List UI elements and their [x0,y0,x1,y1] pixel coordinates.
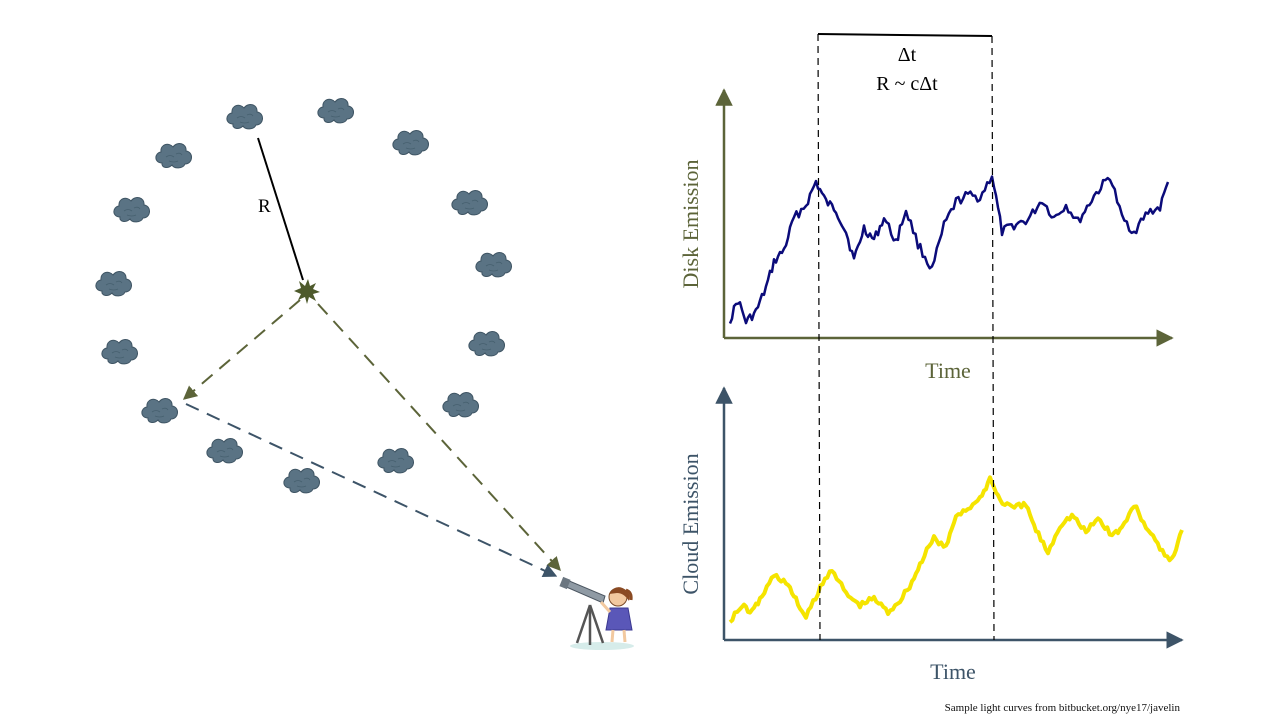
cloud-icon [451,190,489,216]
end-time-guide [991,35,995,641]
delta-t-label: Δt [898,44,917,66]
delta-t-bracket [817,33,993,37]
cloud-icon [155,143,193,169]
source-to-cloud-arrow [182,299,301,400]
cloud-icon [206,438,244,464]
cloud-icon [475,252,513,278]
central-source-icon [294,279,320,304]
disk-emission-curve [728,175,1170,325]
radius-label: R [258,196,271,217]
source-credit: Sample light curves from bitbucket.org/n… [944,702,1180,714]
cloud-icon [283,468,321,494]
relation-label: R ~ cΔt [876,73,938,95]
cloud-emission-curve [728,475,1184,624]
cloud-icon [377,448,415,474]
cloud-icon [226,104,264,130]
disk-ylabel: Disk Emission [678,160,703,289]
cloud-icon [141,398,179,424]
cloud-xlabel: Time [930,659,976,684]
cloud-icon [392,130,430,156]
disk-xlabel: Time [925,358,971,383]
cloud-emission-plot: Time Cloud Emission [678,386,1184,684]
cloud-icon [442,392,480,418]
cloud-icon [101,339,139,365]
radius-line [257,137,304,281]
observer-telescope-icon [559,576,634,650]
cloud-icon [468,331,506,357]
cloud-icon [95,271,133,297]
start-time-guide [817,33,821,641]
cloud-ylabel: Cloud Emission [678,453,703,594]
cloud-icon [317,98,355,124]
cloud-to-observer-arrow [185,403,558,578]
cloud-icon [113,197,151,223]
disk-emission-plot: Time Disk Emission [678,88,1174,383]
source-to-observer-arrow [317,303,561,572]
